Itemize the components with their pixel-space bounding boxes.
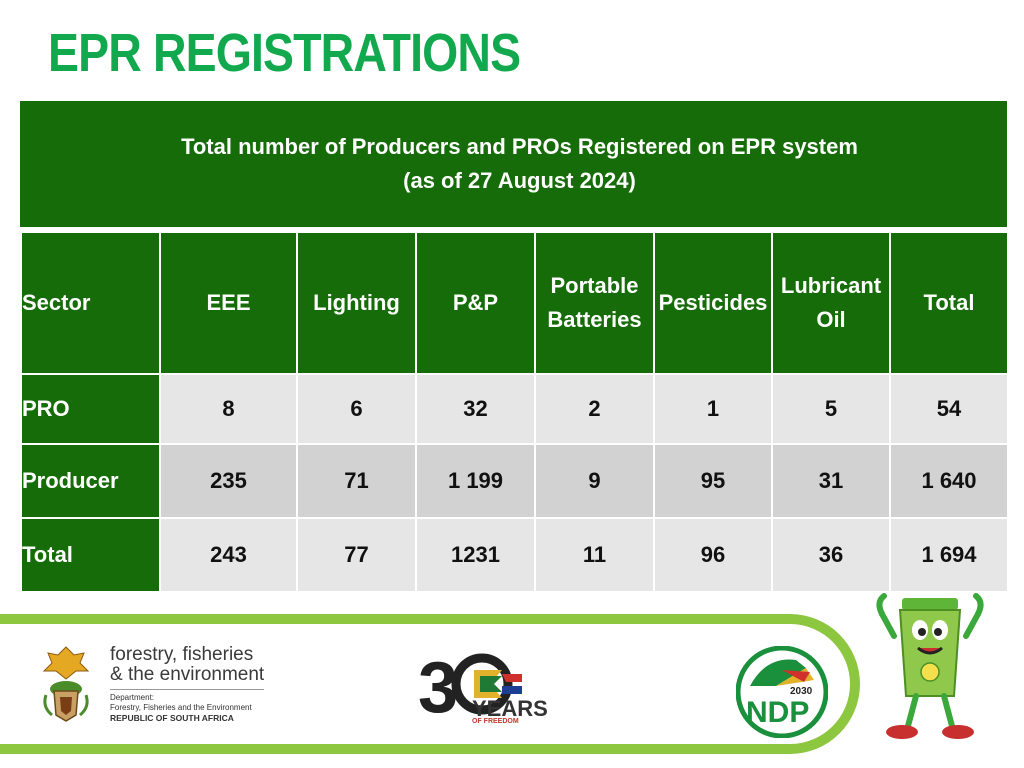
dept-small-3: REPUBLIC OF SOUTH AFRICA — [110, 713, 264, 724]
svg-text:3: 3 — [418, 648, 458, 728]
header-portable-line1: Portable — [550, 273, 639, 298]
cell-sector: Total — [20, 517, 161, 593]
cell-lighting: 77 — [296, 517, 417, 593]
thirty-years-logo-icon: 3 — [418, 648, 522, 728]
ndp-year: 2030 — [790, 686, 813, 697]
cell-sector: Producer — [20, 443, 161, 519]
cell-eee: 8 — [159, 373, 298, 445]
years-subtitle: OF FREEDOM — [472, 718, 519, 725]
header-lubricant-line2: Oil — [816, 307, 846, 332]
cell-portable: 9 — [534, 443, 655, 519]
registrations-table: Sector EEE Lighting P&P Portable Batterie… — [20, 231, 1009, 593]
banner-line-1: Total number of Producers and PROs Regis… — [181, 134, 858, 159]
table-row: Total 243 77 1231 11 96 36 1 694 — [20, 517, 1009, 593]
dept-small-block: Department: Forestry, Fisheries and the … — [110, 689, 265, 724]
footer-band — [0, 614, 860, 754]
registrations-table-wrapper: Total number of Producers and PROs Regis… — [20, 101, 1009, 593]
header-sector: Sector — [20, 231, 161, 375]
recycling-bin-mascot-icon — [876, 593, 984, 739]
dept-small-2: Forestry, Fisheries and the Environment — [110, 703, 252, 712]
years-label: YEARS — [472, 696, 548, 721]
cell-portable: 11 — [534, 517, 655, 593]
cell-portable: 2 — [534, 373, 655, 445]
banner-line-2: (as of 27 August 2024) — [403, 168, 636, 193]
page-title: EPR REGISTRATIONS — [48, 23, 521, 83]
cell-lighting: 71 — [296, 443, 417, 519]
table-banner: Total number of Producers and PROs Regis… — [20, 101, 1007, 227]
cell-pesticides: 96 — [653, 517, 773, 593]
header-lubricant-oil: Lubricant Oil — [771, 231, 891, 375]
cell-total: 54 — [889, 373, 1009, 445]
header-portable-batteries: Portable Batteries — [534, 231, 655, 375]
header-eee: EEE — [159, 231, 298, 375]
dept-small-3-bold: REPUBLIC OF SOUTH AFRICA — [110, 713, 234, 723]
header-lighting: Lighting — [296, 231, 417, 375]
dept-line-1: forestry, fisheries — [110, 644, 254, 665]
cell-lighting: 6 — [296, 373, 417, 445]
coat-of-arms-icon — [42, 646, 90, 722]
cell-sector: PRO — [20, 373, 161, 445]
cell-pp: 1231 — [415, 517, 536, 593]
cell-lubricant: 36 — [771, 517, 891, 593]
department-text: forestry, fisheries & the environment De… — [110, 644, 265, 724]
cell-total: 1 694 — [889, 517, 1009, 593]
header-lubricant-line1: Lubricant — [780, 273, 882, 298]
table-header-row: Sector EEE Lighting P&P Portable Batterie… — [20, 231, 1009, 375]
ndp-2030-logo-icon: 2030 NDP — [736, 646, 828, 738]
header-total: Total — [889, 231, 1009, 375]
cell-pesticides: 1 — [653, 373, 773, 445]
cell-pp: 32 — [415, 373, 536, 445]
department-logo: forestry, fisheries & the environment De… — [40, 644, 265, 724]
header-pp: P&P — [415, 231, 536, 375]
table-row: PRO 8 6 32 2 1 5 54 — [20, 373, 1009, 445]
cell-eee: 243 — [159, 517, 298, 593]
cell-pp: 1 199 — [415, 443, 536, 519]
cell-lubricant: 31 — [771, 443, 891, 519]
cell-total: 1 640 — [889, 443, 1009, 519]
table-row: Producer 235 71 1 199 9 95 31 1 640 — [20, 443, 1009, 519]
cell-eee: 235 — [159, 443, 298, 519]
footer: forestry, fisheries & the environment De… — [0, 600, 1024, 768]
dept-line-2: & the environment — [110, 664, 265, 685]
header-pesticides: Pesticides — [653, 231, 773, 375]
cell-pesticides: 95 — [653, 443, 773, 519]
dept-small-1: Department: — [110, 693, 155, 702]
cell-lubricant: 5 — [771, 373, 891, 445]
ndp-label: NDP — [746, 696, 809, 729]
header-portable-line2: Batteries — [547, 307, 642, 332]
